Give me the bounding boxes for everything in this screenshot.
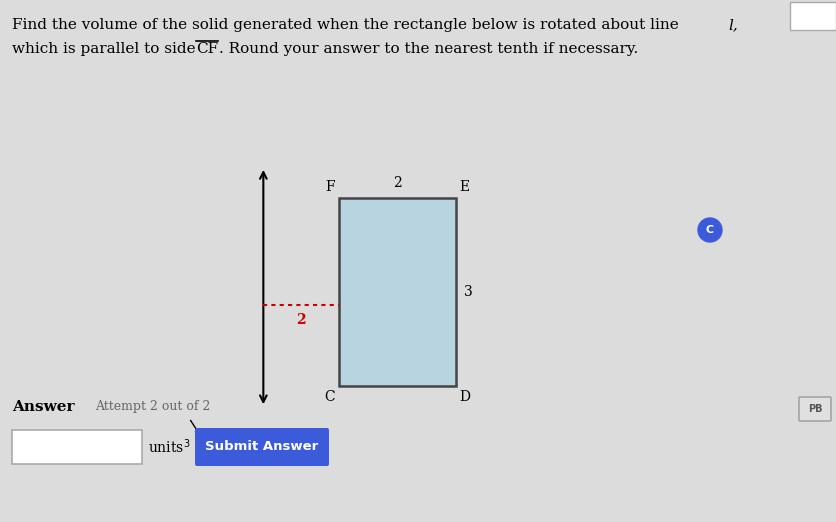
Text: PB: PB [808,404,823,414]
Text: D: D [460,390,471,404]
Text: F: F [325,181,334,194]
Text: E: E [460,181,470,194]
Text: . Round your answer to the nearest tenth if necessary.: . Round your answer to the nearest tenth… [219,42,638,56]
FancyBboxPatch shape [195,428,329,466]
Text: Submit Answer: Submit Answer [206,441,319,454]
Circle shape [698,218,722,242]
Text: 2: 2 [296,313,306,327]
Text: l,: l, [728,18,737,32]
FancyBboxPatch shape [799,397,831,421]
Text: units$^3$: units$^3$ [148,438,191,456]
Bar [339,198,456,386]
Bar [790,2,836,30]
Text: 2: 2 [393,176,401,191]
Text: Answer: Answer [12,400,74,414]
Text: CF: CF [196,42,218,56]
Text: 3: 3 [464,286,472,299]
Text: Attempt 2 out of 2: Attempt 2 out of 2 [95,400,211,413]
Text: Find the volume of the solid generated when the rectangle below is rotated about: Find the volume of the solid generated w… [12,18,684,32]
Bar [12,430,142,464]
Text: which is parallel to side: which is parallel to side [12,42,201,56]
Text: C: C [706,225,714,235]
Text: C: C [324,390,334,404]
